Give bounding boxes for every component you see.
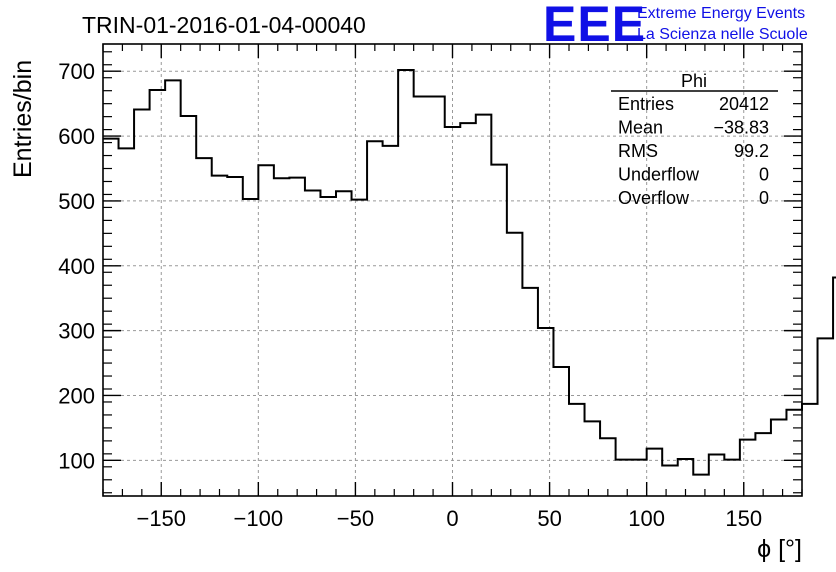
stats-label: Mean: [618, 118, 663, 138]
y-tick-label: 400: [58, 254, 95, 279]
logo-mark: EEE: [543, 0, 646, 52]
x-tick-label: 0: [446, 506, 458, 531]
y-tick-label: 200: [58, 383, 95, 408]
x-tick-label: 50: [537, 506, 561, 531]
chart-title: TRIN-01-2016-01-04-00040: [82, 12, 366, 38]
y-tick-label: 600: [58, 124, 95, 149]
stats-value: 0: [759, 165, 769, 185]
stats-label: Overflow: [618, 188, 690, 208]
logo-line-1: Extreme Energy Events: [637, 5, 805, 22]
stats-value: 99.2: [734, 141, 769, 161]
x-tick-label: 100: [628, 506, 665, 531]
x-tick-label: −100: [234, 506, 284, 531]
y-axis-title: Entries/bin: [9, 60, 37, 178]
stats-value: −38.83: [713, 118, 769, 138]
x-tick-label: −50: [337, 506, 374, 531]
stats-value: 0: [759, 188, 769, 208]
stats-rows: Entries 20412 Mean −38.83 RMS 99.2 Underflow 0 O…: [618, 94, 769, 208]
stats-name: Phi: [681, 71, 707, 91]
y-tick-label: 500: [58, 189, 95, 214]
y-tick-label: 700: [58, 59, 95, 84]
y-tick-label: 300: [58, 319, 95, 344]
grid: [103, 44, 802, 496]
stats-label: Entries: [618, 94, 674, 114]
histogram-series-line: [103, 68, 836, 476]
stats-value: 20412: [719, 94, 769, 114]
stats-box: Phi Entries 20412 Mean −38.83 RMS 99.2 Underfl…: [611, 71, 778, 208]
stats-label: Underflow: [618, 165, 700, 185]
y-tick-label: 100: [58, 448, 95, 473]
stats-label: RMS: [618, 141, 658, 161]
x-axis-title: ϕ [°]: [757, 535, 802, 563]
eee-logo: EEE Extreme Energy Events La Scienza nel…: [543, 0, 808, 52]
axis-ticks: −150 −100 −50 0 50 100 150 100 200 300 400 500 600 70…: [58, 44, 803, 531]
x-tick-label: −150: [136, 506, 186, 531]
logo-line-2: La Scienza nelle Scuole: [637, 26, 808, 43]
x-tick-label: 150: [725, 506, 762, 531]
